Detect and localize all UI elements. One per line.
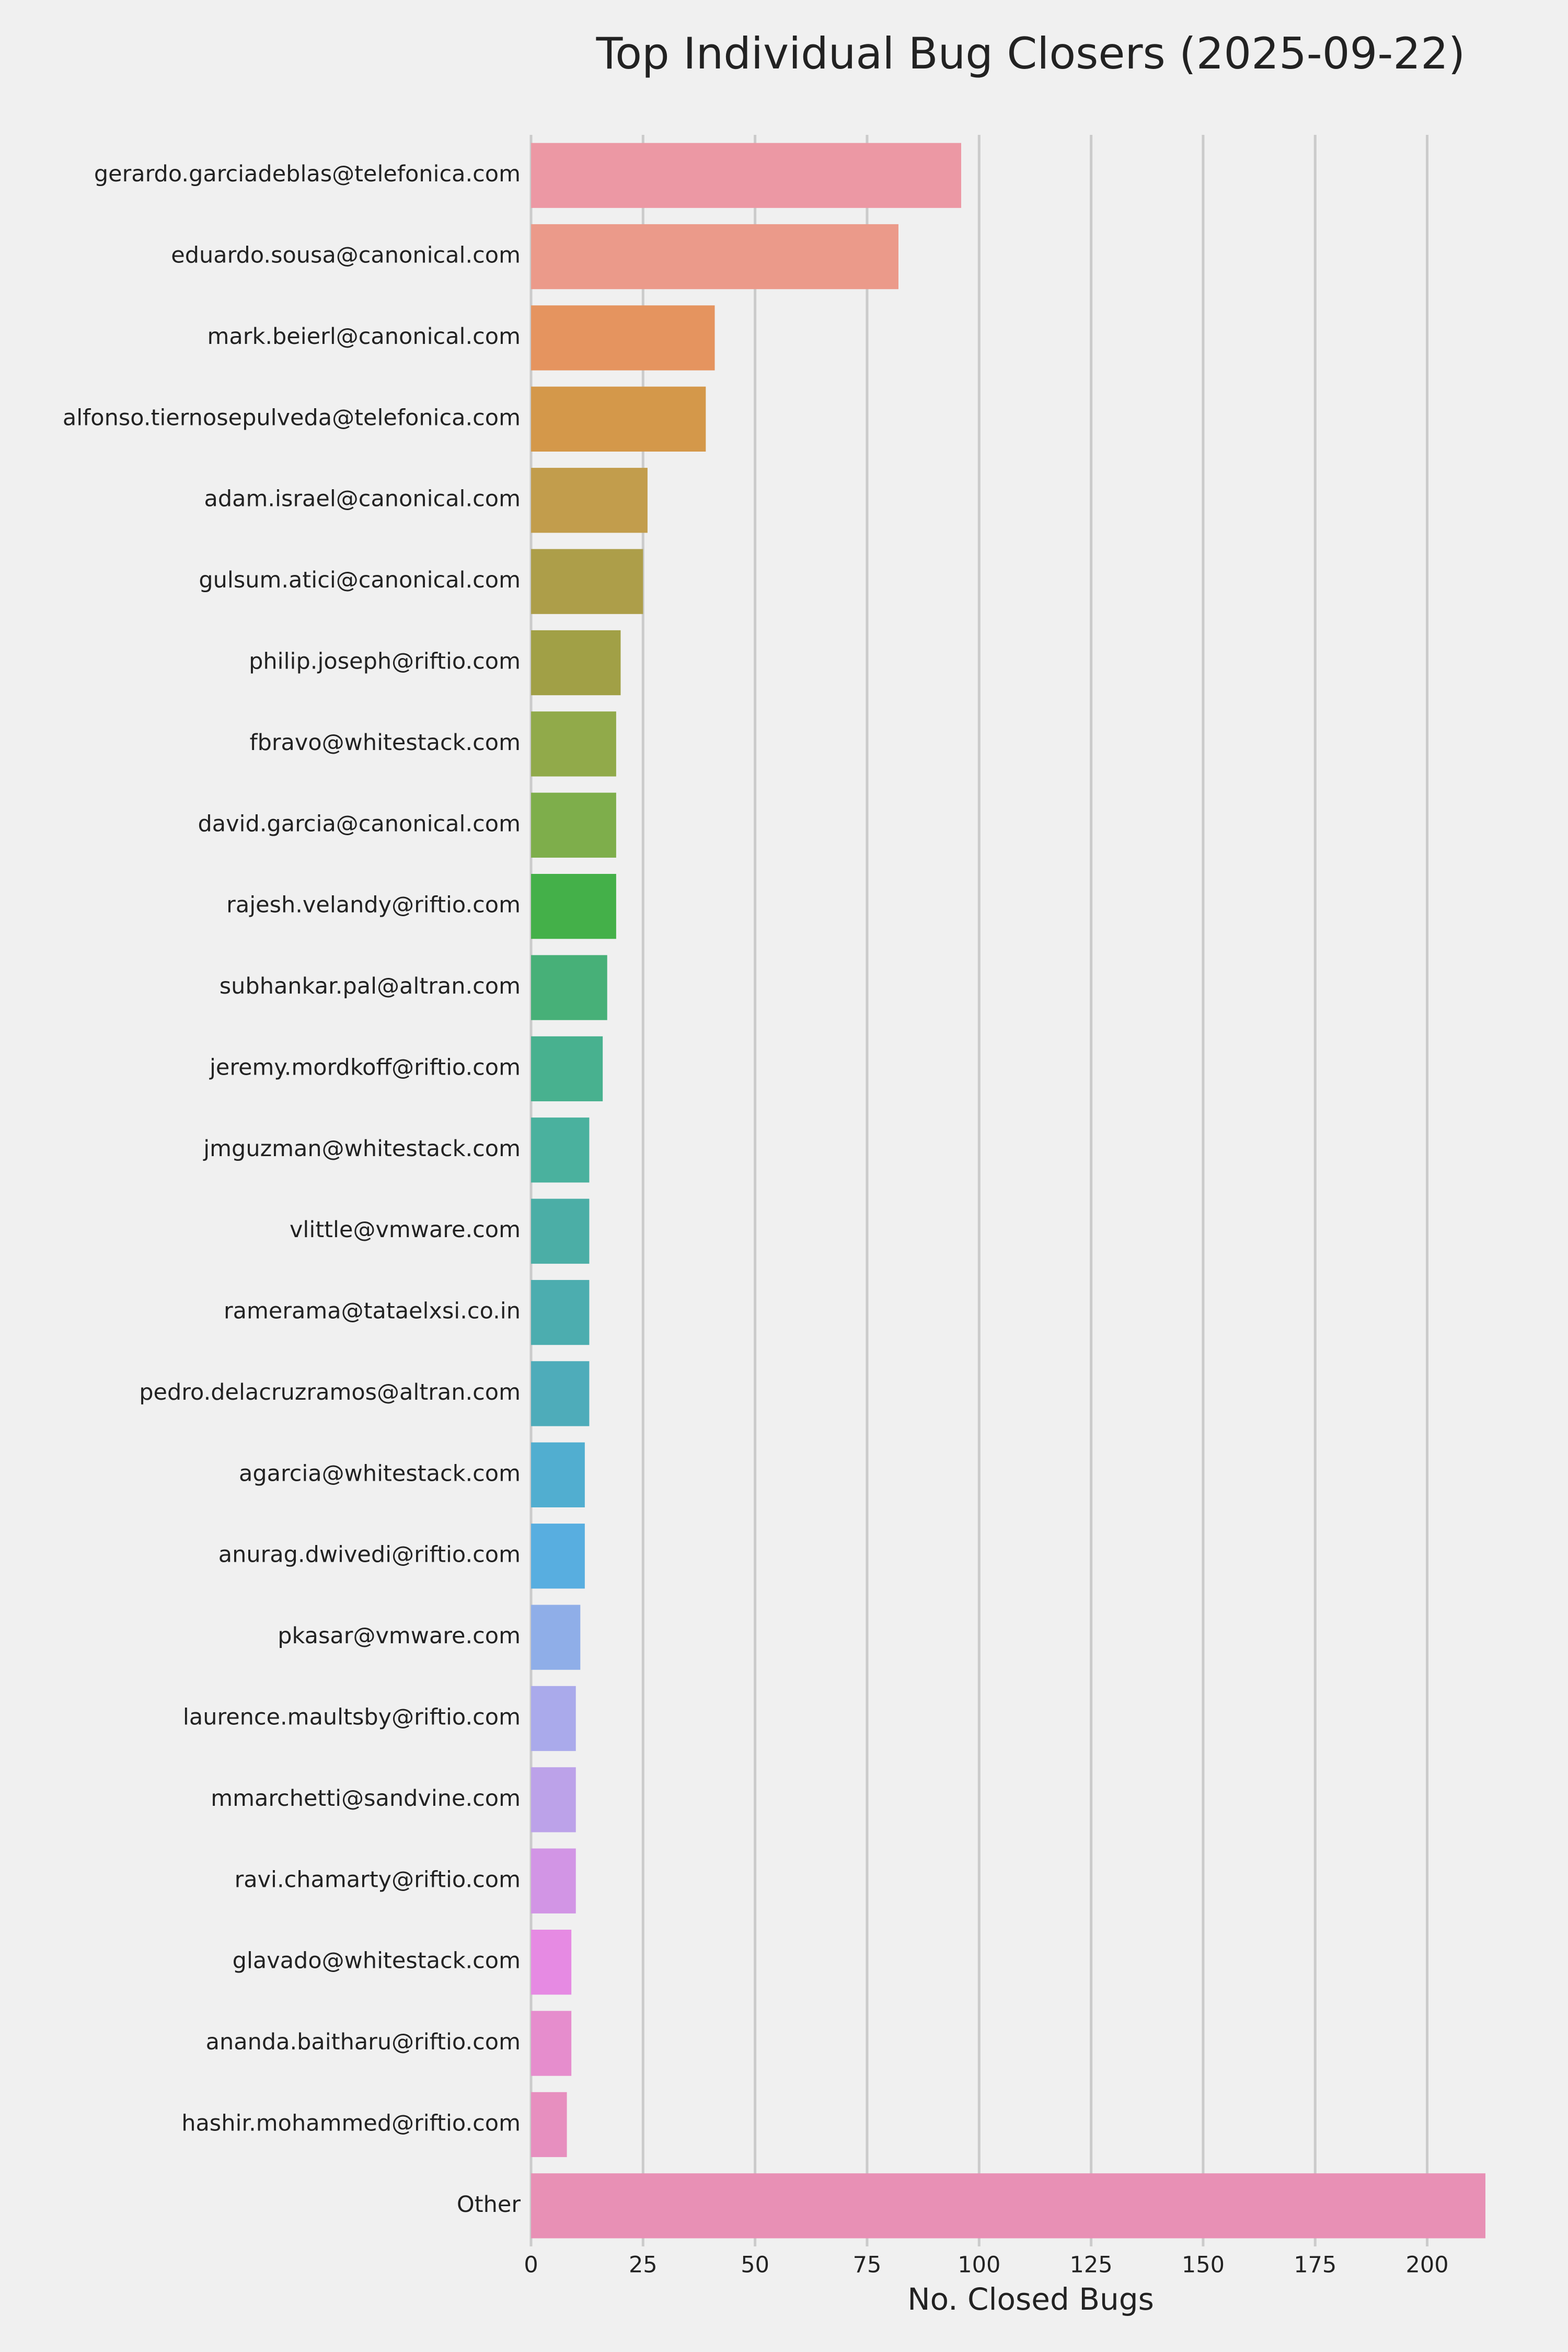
bar [531, 1767, 576, 1832]
y-tick-label: rajesh.velandy@riftio.com [226, 892, 521, 918]
bar [531, 2092, 567, 2158]
y-tick-label: glavado@whitestack.com [233, 1948, 521, 1974]
y-tick-label: pkasar@vmware.com [278, 1623, 521, 1649]
y-tick-label: laurence.maultsby@riftio.com [183, 1704, 521, 1731]
bar [531, 874, 616, 939]
bar [531, 1279, 590, 1345]
bar [531, 630, 621, 696]
bar [531, 792, 616, 858]
bar [531, 386, 706, 452]
y-tick-label: agarcia@whitestack.com [239, 1460, 521, 1486]
bar [531, 2173, 1485, 2239]
y-tick-label: vlittle@vmware.com [290, 1217, 521, 1243]
bar [531, 1524, 585, 1589]
y-tick-label: philip.joseph@riftio.com [249, 649, 521, 675]
bar [531, 1605, 581, 1670]
x-tick-label: 75 [853, 2252, 882, 2278]
y-tick-label: adam.israel@canonical.com [204, 486, 521, 512]
y-tick-label: pedro.delacruzramos@altran.com [139, 1379, 521, 1405]
x-tick-label: 150 [1182, 2252, 1225, 2278]
bar [531, 1361, 590, 1426]
y-tick-label: ramerama@tataelxsi.co.in [224, 1298, 521, 1324]
bar [531, 468, 648, 533]
y-tick-label: ananda.baitharu@riftio.com [206, 2029, 521, 2055]
bar [531, 1198, 590, 1264]
x-axis-label: No. Closed Bugs [907, 2281, 1154, 2317]
y-tick-label: anurag.dwivedi@riftio.com [218, 1542, 521, 1568]
y-tick-label: david.garcia@canonical.com [198, 811, 521, 837]
bar [531, 711, 616, 777]
bar [531, 224, 898, 290]
bar [531, 1117, 590, 1183]
bar [531, 143, 961, 208]
x-tick-label: 0 [524, 2252, 538, 2278]
chart-title: Top Individual Bug Closers (2025-09-22) [596, 28, 1466, 79]
y-tick-label: gerardo.garciadeblas@telefonica.com [94, 161, 521, 187]
bar [531, 955, 607, 1020]
bar [531, 305, 715, 371]
x-tick-label: 100 [958, 2252, 1000, 2278]
bar [531, 2011, 572, 2076]
bar [531, 1442, 585, 1507]
y-tick-label: jeremy.mordkoff@riftio.com [209, 1054, 521, 1080]
y-tick-label: subhankar.pal@altran.com [220, 973, 521, 999]
y-tick-label: mark.beierl@canonical.com [207, 324, 521, 350]
bar [531, 1686, 576, 1751]
y-tick-label: alfonso.tiernosepulveda@telefonica.com [63, 405, 521, 431]
y-tick-label: mmarchetti@sandvine.com [211, 1785, 521, 1812]
x-tick-label: 200 [1406, 2252, 1449, 2278]
bar [531, 1848, 576, 1913]
y-tick-label: ravi.chamarty@riftio.com [235, 1866, 521, 1893]
bar [531, 1036, 603, 1102]
x-tick-label: 25 [629, 2252, 658, 2278]
x-tick-label: 175 [1294, 2252, 1336, 2278]
bar [531, 549, 643, 614]
y-tick-label: Other [457, 2192, 521, 2218]
x-tick-label: 50 [741, 2252, 769, 2278]
y-tick-label: hashir.mohammed@riftio.com [181, 2110, 521, 2136]
y-tick-label: fbravo@whitestack.com [249, 730, 521, 756]
y-tick-label: jmguzman@whitestack.com [203, 1136, 521, 1162]
y-tick-label: eduardo.sousa@canonical.com [171, 243, 521, 269]
y-tick-label: gulsum.atici@canonical.com [199, 567, 521, 593]
bar [531, 1930, 572, 1995]
x-tick-label: 125 [1070, 2252, 1113, 2278]
